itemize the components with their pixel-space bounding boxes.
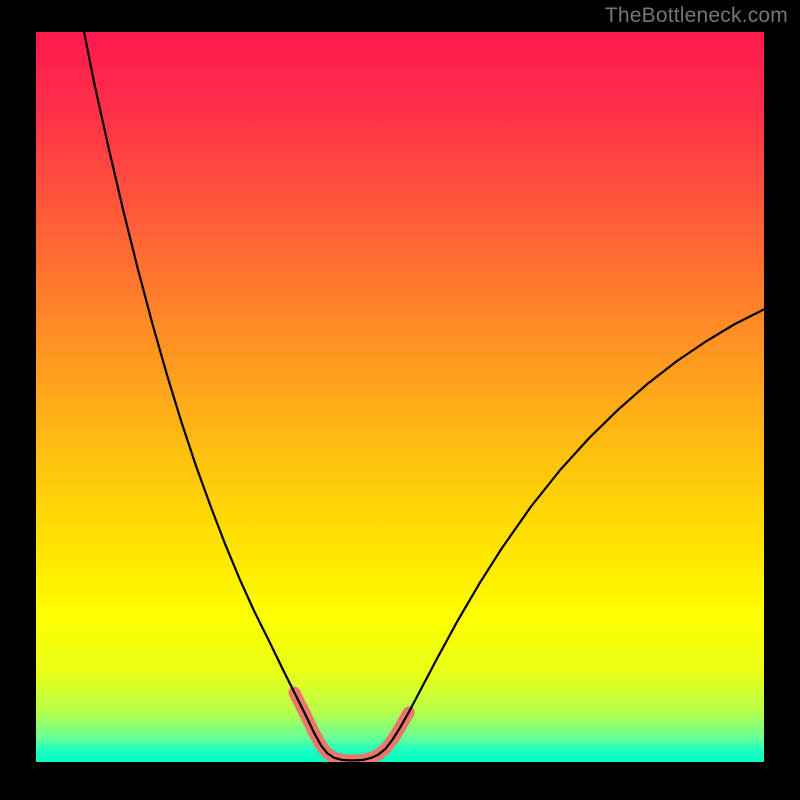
watermark-text: TheBottleneck.com bbox=[605, 4, 788, 28]
bottleneck-chart bbox=[36, 32, 764, 762]
chart-background bbox=[36, 32, 764, 762]
